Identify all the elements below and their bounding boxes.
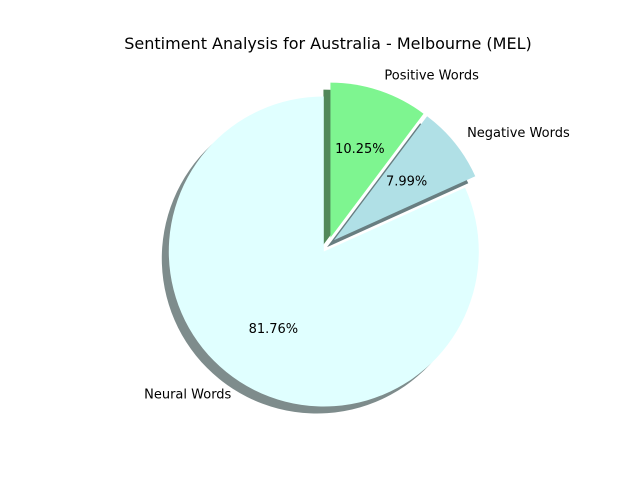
slice-negative-words — [334, 116, 476, 241]
slice-percent-negative-words: 7.99% — [386, 174, 427, 189]
chart-title: Sentiment Analysis for Australia - Melbo… — [124, 34, 531, 53]
slice-neural-words — [168, 96, 479, 407]
slice-labels: Positive Words 10.25% Negative Words 7.99% N… — [144, 68, 570, 402]
slice-positive-words — [330, 82, 424, 238]
slice-label-positive-words: Positive Words — [384, 68, 479, 83]
slice-percent-neural-words: 81.76% — [249, 322, 299, 337]
slice-label-negative-words: Negative Words — [467, 126, 570, 141]
pie-slices — [168, 82, 479, 407]
slice-percent-positive-words: 10.25% — [335, 142, 385, 157]
slice-label-neural-words: Neural Words — [144, 387, 231, 402]
